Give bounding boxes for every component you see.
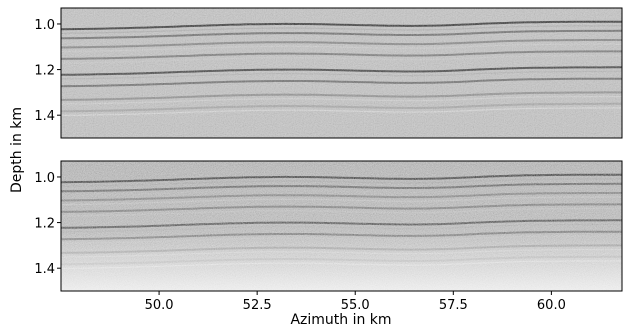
top-y-tick-label: 1.0 <box>34 18 55 33</box>
bottom-panel: 1.0 1.2 1.4 50.0 52.5 55.0 57.5 60.0 <box>34 160 623 313</box>
y-axis-label: Depth in km <box>9 107 25 193</box>
x-axis-label: Azimuth in km <box>290 312 391 328</box>
bottom-y-axis: 1.0 1.2 1.4 <box>34 171 61 277</box>
bottom-y-tick-label: 1.2 <box>34 217 55 232</box>
top-y-axis: 1.0 1.2 1.4 <box>34 18 61 124</box>
bottom-x-tick-label: 50.0 <box>145 298 174 313</box>
top-panel-frame <box>60 7 623 139</box>
top-panel: 1.0 1.2 1.4 <box>34 7 623 139</box>
bottom-y-tick-label: 1.4 <box>34 262 55 277</box>
bottom-panel-frame <box>60 160 623 292</box>
bottom-panel-fade <box>61 161 622 291</box>
bottom-y-tick-label: 1.0 <box>34 171 55 186</box>
bottom-x-tick-label: 52.5 <box>243 298 272 313</box>
bottom-x-axis: 50.0 52.5 55.0 57.5 60.0 <box>145 291 566 313</box>
top-panel-noise <box>61 8 622 138</box>
top-y-tick-label: 1.2 <box>34 64 55 79</box>
bottom-x-tick-label: 55.0 <box>341 298 370 313</box>
top-y-tick-label: 1.4 <box>34 109 55 124</box>
bottom-x-tick-label: 57.5 <box>439 298 468 313</box>
bottom-x-tick-label: 60.0 <box>537 298 566 313</box>
